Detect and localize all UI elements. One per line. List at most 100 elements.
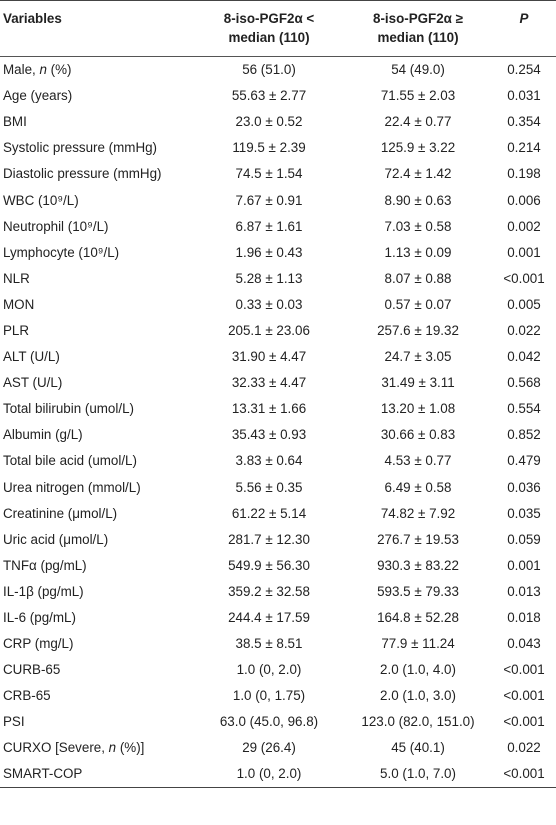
low-group-cell: 359.2 ± 32.58 <box>228 583 310 599</box>
table-row: Lymphocyte (10⁹/L) 1.96 ± 0.43 1.13 ± 0.09… <box>0 239 556 265</box>
high-group-cell: 125.9 ± 3.22 <box>380 140 456 156</box>
low-group-cell: 29 (26.4) <box>242 740 296 756</box>
high-group-cell: 31.49 ± 3.11 <box>381 375 455 391</box>
table-row: CRB-65 1.0 (0, 1.75) 2.0 (1.0, 3.0) <0.001 <box>0 683 556 709</box>
table-row: WBC (10⁹/L) 7.67 ± 0.91 8.90 ± 0.63 0.006 <box>0 187 556 213</box>
table-row: NLR 5.28 ± 1.13 8.07 ± 0.88 <0.001 <box>0 265 556 291</box>
header-low-line1: 8-iso-PGF2α < <box>223 11 315 26</box>
variable-cell: ALT (U/L) <box>3 349 60 365</box>
p-value-cell: 0.001 <box>507 557 541 573</box>
high-group-cell: 45 (40.1) <box>391 740 445 756</box>
variable-cell: IL-6 (pg/mL) <box>3 610 76 626</box>
table-row: ALT (U/L) 31.90 ± 4.47 24.7 ± 3.05 0.042 <box>0 344 556 370</box>
table-row: PSI 63.0 (45.0, 96.8) 123.0 (82.0, 151.0) <… <box>0 709 556 735</box>
table-row: AST (U/L) 32.33 ± 4.47 31.49 ± 3.11 0.568 <box>0 370 556 396</box>
variable-cell: Neutrophil (10⁹/L) <box>3 218 109 234</box>
table-row: CURB-65 1.0 (0, 2.0) 2.0 (1.0, 4.0) <0.001 <box>0 657 556 683</box>
variable-cell: IL-1β (pg/mL) <box>3 583 84 599</box>
high-group-cell: 276.7 ± 19.53 <box>377 531 459 547</box>
table-body: Male, n (%) 56 (51.0) 54 (49.0) 0.254 Age (y… <box>0 57 556 788</box>
low-group-cell: 5.56 ± 0.35 <box>235 479 303 495</box>
low-group-cell: 3.83 ± 0.64 <box>235 453 303 469</box>
variable-cell: Diastolic pressure (mmHg) <box>3 166 162 182</box>
p-value-cell: 0.214 <box>507 140 541 156</box>
variable-cell: BMI <box>3 114 27 130</box>
table-row: CURXO [Severe, n (%)] 29 (26.4) 45 (40.1) 0… <box>0 735 556 761</box>
low-group-cell: 1.0 (0, 1.75) <box>232 688 306 704</box>
low-group-cell: 205.1 ± 23.06 <box>228 322 310 338</box>
table-row: IL-1β (pg/mL) 359.2 ± 32.58 593.5 ± 79.33 0… <box>0 578 556 604</box>
header-variables: Variables <box>0 0 194 57</box>
high-group-cell: 24.7 ± 3.05 <box>384 349 452 365</box>
low-group-cell: 23.0 ± 0.52 <box>235 114 303 130</box>
p-value-cell: 0.554 <box>507 401 541 417</box>
high-group-cell: 257.6 ± 19.32 <box>377 322 459 338</box>
table-row: Age (years) 55.63 ± 2.77 71.55 ± 2.03 0.031 <box>0 83 556 109</box>
variable-cell: Albumin (g/L) <box>3 427 83 443</box>
high-group-cell: 123.0 (82.0, 151.0) <box>361 714 475 730</box>
p-value-cell: 0.035 <box>507 505 541 521</box>
high-group-cell: 54 (49.0) <box>391 62 445 78</box>
high-group-cell: 0.57 ± 0.07 <box>384 296 452 312</box>
p-value-cell: 0.479 <box>507 453 541 469</box>
low-group-cell: 56 (51.0) <box>242 62 296 78</box>
p-value-cell: 0.568 <box>507 375 541 391</box>
high-group-cell: 1.13 ± 0.09 <box>384 244 452 260</box>
low-group-cell: 1.96 ± 0.43 <box>235 244 303 260</box>
table-row: Albumin (g/L) 35.43 ± 0.93 30.66 ± 0.83 0.8… <box>0 422 556 448</box>
high-group-cell: 71.55 ± 2.03 <box>380 88 456 104</box>
variable-cell: Total bile acid (umol/L) <box>3 453 137 469</box>
variable-cell: Urea nitrogen (mmol/L) <box>3 479 141 495</box>
low-group-cell: 6.87 ± 1.61 <box>235 218 303 234</box>
header-p-value: P <box>492 0 556 57</box>
variable-cell: Uric acid (μmol/L) <box>3 531 109 547</box>
table-row: PLR 205.1 ± 23.06 257.6 ± 19.32 0.022 <box>0 317 556 343</box>
low-group-cell: 61.22 ± 5.14 <box>231 505 307 521</box>
variable-cell: CRB-65 <box>3 688 51 704</box>
variable-cell: CURXO [Severe, n (%)] <box>3 740 145 756</box>
high-group-cell: 8.07 ± 0.88 <box>384 270 452 286</box>
header-low-group: 8-iso-PGF2α < median (110) <box>194 0 344 57</box>
low-group-cell: 74.5 ± 1.54 <box>235 166 303 182</box>
low-group-cell: 7.67 ± 0.91 <box>235 192 303 208</box>
variable-cell: WBC (10⁹/L) <box>3 192 79 208</box>
header-high-line1: 8-iso-PGF2α ≥ <box>373 11 463 26</box>
header-high-line2: median (110) <box>377 30 459 45</box>
p-value-cell: 0.042 <box>507 349 541 365</box>
high-group-cell: 7.03 ± 0.58 <box>384 218 452 234</box>
variable-cell: TNFα (pg/mL) <box>3 557 87 573</box>
table-row: SMART-COP 1.0 (0, 2.0) 5.0 (1.0, 7.0) <0.00… <box>0 761 556 788</box>
table-row: Creatinine (μmol/L) 61.22 ± 5.14 74.82 ± 7… <box>0 500 556 526</box>
variable-cell: NLR <box>3 270 30 286</box>
high-group-cell: 77.9 ± 11.24 <box>381 636 455 652</box>
table-row: IL-6 (pg/mL) 244.4 ± 17.59 164.8 ± 52.28 0.… <box>0 604 556 630</box>
high-group-cell: 74.82 ± 7.92 <box>380 505 456 521</box>
high-group-cell: 5.0 (1.0, 7.0) <box>344 761 492 788</box>
variable-cell: Creatinine (μmol/L) <box>3 505 118 521</box>
low-group-cell: 244.4 ± 17.59 <box>228 610 310 626</box>
p-value-cell: 0.031 <box>507 88 541 104</box>
high-group-cell: 164.8 ± 52.28 <box>377 610 459 626</box>
variable-cell: Lymphocyte (10⁹/L) <box>3 244 120 260</box>
low-group-cell: 35.43 ± 0.93 <box>231 427 307 443</box>
variable-cell: PSI <box>3 714 25 730</box>
p-value-cell: 0.022 <box>507 740 541 756</box>
variable-cell: Total bilirubin (umol/L) <box>3 401 134 417</box>
variable-cell: MON <box>3 296 35 312</box>
low-group-cell: 119.5 ± 2.39 <box>232 140 306 156</box>
high-group-cell: 8.90 ± 0.63 <box>384 192 452 208</box>
p-value-cell: 0.059 <box>507 531 541 547</box>
table-row: CRP (mg/L) 38.5 ± 8.51 77.9 ± 11.24 0.043 <box>0 631 556 657</box>
table-row: Male, n (%) 56 (51.0) 54 (49.0) 0.254 <box>0 57 556 83</box>
variable-cell: SMART-COP <box>0 761 194 788</box>
low-group-cell: 63.0 (45.0, 96.8) <box>219 714 319 730</box>
low-group-cell: 1.0 (0, 2.0) <box>236 662 302 678</box>
header-high-group: 8-iso-PGF2α ≥ median (110) <box>344 0 492 57</box>
p-value-cell: 0.043 <box>507 636 541 652</box>
variable-cell: Systolic pressure (mmHg) <box>3 140 158 156</box>
high-group-cell: 4.53 ± 0.77 <box>384 453 452 469</box>
low-group-cell: 549.9 ± 56.30 <box>228 557 310 573</box>
variable-cell: Male, n (%) <box>3 62 72 78</box>
p-value-cell: 0.198 <box>507 166 541 182</box>
